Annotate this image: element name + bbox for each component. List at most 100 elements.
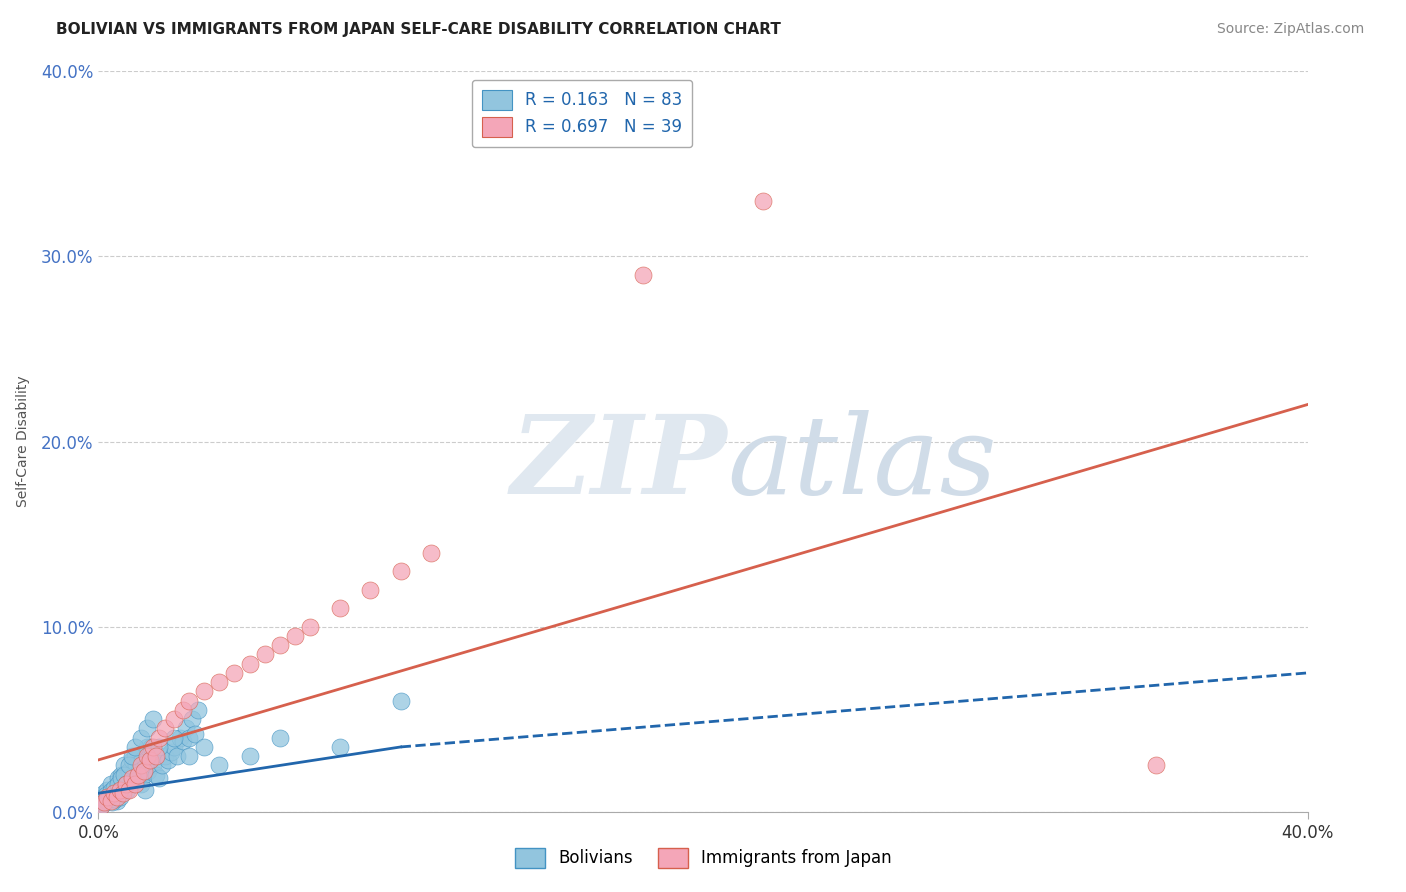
Point [93,791,115,805]
Point [112,758,135,772]
Point [93,796,115,810]
Point [181,712,204,726]
Point [111,777,134,791]
Point [108,782,131,797]
Point [112,767,135,781]
Point [105,786,128,800]
Point [145,749,167,764]
Point [115,782,138,797]
Point [121,753,143,767]
Point [148,731,170,745]
Point [142,712,165,726]
Point [124,777,146,791]
Y-axis label: Self-Care Disability: Self-Care Disability [15,376,30,508]
Point [269,731,291,745]
Point [360,582,382,597]
Point [136,764,159,778]
Point [100,784,122,798]
Point [329,601,352,615]
Point [114,777,136,791]
Point [111,782,134,797]
Point [120,775,142,789]
Point [103,786,125,800]
Point [129,731,152,745]
Point [631,268,654,282]
Point [89,799,111,814]
Point [90,796,112,810]
Point [114,777,136,791]
Point [127,767,149,781]
Point [107,777,129,791]
Point [94,788,117,802]
Point [132,767,155,781]
Legend: R = 0.163   N = 83, R = 0.697   N = 39: R = 0.163 N = 83, R = 0.697 N = 39 [472,79,692,147]
Point [174,722,197,736]
Text: ZIP: ZIP [510,410,727,517]
Point [253,648,276,662]
Point [103,789,125,804]
Point [193,739,215,754]
Point [96,794,118,808]
Point [128,764,150,778]
Text: atlas: atlas [727,410,997,517]
Point [172,703,194,717]
Point [150,758,173,772]
Point [129,777,152,791]
Point [284,629,307,643]
Point [90,799,112,814]
Point [163,731,186,745]
Point [94,794,117,808]
Point [105,789,128,804]
Point [239,657,262,671]
Point [93,786,115,800]
Point [163,712,186,726]
Text: Source: ZipAtlas.com: Source: ZipAtlas.com [1216,22,1364,37]
Point [114,772,136,786]
Point [142,758,165,772]
Text: BOLIVIAN VS IMMIGRANTS FROM JAPAN SELF-CARE DISABILITY CORRELATION CHART: BOLIVIAN VS IMMIGRANTS FROM JAPAN SELF-C… [56,22,782,37]
Point [160,746,183,760]
Point [122,767,145,781]
Point [124,739,146,754]
Point [141,739,163,754]
Point [299,619,322,633]
Point [166,749,188,764]
Point [96,789,118,804]
Point [129,758,152,772]
Point [193,684,215,698]
Legend: Bolivians, Immigrants from Japan: Bolivians, Immigrants from Japan [508,841,898,875]
Point [179,731,201,745]
Point [239,749,262,764]
Point [184,727,207,741]
Point [389,694,412,708]
Point [110,767,132,781]
Point [135,722,157,736]
Point [118,782,141,797]
Point [169,731,191,745]
Point [104,791,127,805]
Point [1146,758,1168,772]
Point [104,782,127,797]
Point [135,739,157,754]
Point [107,772,129,786]
Point [91,789,114,804]
Point [101,796,124,810]
Point [187,703,209,717]
Point [121,749,143,764]
Point [96,782,118,797]
Point [179,749,201,764]
Point [118,758,141,772]
Point [90,796,112,810]
Point [329,739,352,754]
Point [131,753,153,767]
Point [127,772,149,786]
Point [98,788,121,802]
Point [139,753,162,767]
Point [208,758,231,772]
Point [752,194,775,208]
Point [98,789,121,804]
Point [139,753,162,767]
Point [142,739,165,754]
Point [124,749,146,764]
Point [179,694,201,708]
